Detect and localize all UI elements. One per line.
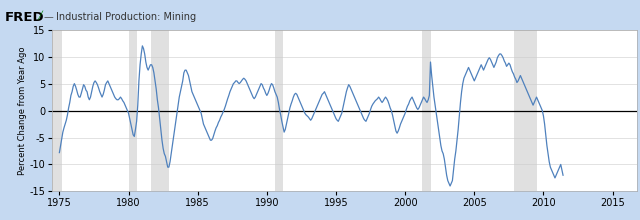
Text: FRED: FRED [5, 11, 45, 24]
Bar [515, 30, 536, 191]
Bar [150, 30, 169, 191]
Text: —: — [44, 12, 53, 22]
Text: Industrial Production: Mining: Industrial Production: Mining [56, 12, 196, 22]
Bar [44, 30, 62, 191]
Bar [422, 30, 431, 191]
Y-axis label: Percent Change from Year Ago: Percent Change from Year Ago [18, 46, 27, 175]
Text: ╱: ╱ [37, 11, 42, 20]
Bar [275, 30, 284, 191]
Bar [129, 30, 137, 191]
